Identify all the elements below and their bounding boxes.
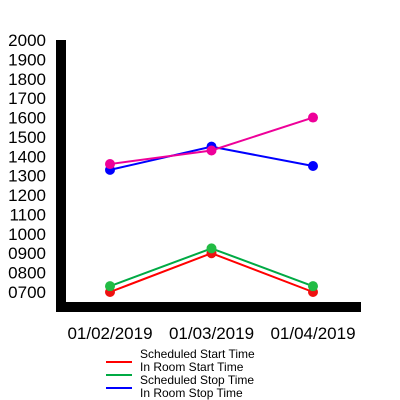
data-point-scheduled-stop-time [308, 161, 318, 171]
y-tick-label: 1700 [8, 89, 46, 108]
y-tick-label: 0800 [8, 264, 46, 283]
y-tick-label: 2000 [8, 31, 46, 50]
data-point-in-room-start-time [206, 243, 217, 254]
y-tick-labels: 0700080009001000110012001300140015001600… [8, 31, 46, 302]
y-tick-label: 1400 [8, 147, 46, 166]
legend-label: In Room Start Time [140, 360, 244, 374]
y-axis-line [56, 40, 66, 312]
y-tick-label: 1100 [9, 205, 46, 224]
y-tick-label: 1000 [8, 225, 46, 244]
x-axis-line [56, 302, 361, 312]
legend-label: Scheduled Stop Time [140, 373, 254, 387]
legend-label: In Room Stop Time [140, 386, 243, 400]
x-tick-label: 01/03/2019 [169, 324, 254, 343]
data-point-in-room-start-time [308, 281, 318, 292]
legend-label: Scheduled Start Time [140, 347, 255, 361]
y-tick-label: 1500 [8, 128, 46, 147]
y-tick-label: 1800 [8, 70, 46, 89]
x-tick-label: 01/04/2019 [270, 324, 355, 343]
data-point-in-room-start-time [105, 281, 115, 292]
x-tick-label: 01/02/2019 [67, 324, 152, 343]
y-tick-label: 0900 [8, 244, 46, 263]
y-tick-label: 1900 [8, 50, 46, 69]
y-tick-label: 1600 [8, 109, 46, 128]
data-point-in-room-stop-time [105, 159, 115, 170]
data-point-in-room-stop-time [206, 145, 217, 156]
x-tick-labels: 01/02/2019 01/03/2019 01/04/2019 [67, 324, 355, 343]
data-point-in-room-stop-time [308, 112, 318, 123]
series-line-in-room-stop-time [109, 116, 314, 166]
y-tick-label: 0700 [8, 283, 46, 302]
y-tick-label: 1300 [8, 167, 46, 186]
series-line-scheduled-start-time [109, 252, 314, 293]
y-tick-label: 1200 [8, 186, 46, 205]
series-markers [105, 112, 318, 297]
